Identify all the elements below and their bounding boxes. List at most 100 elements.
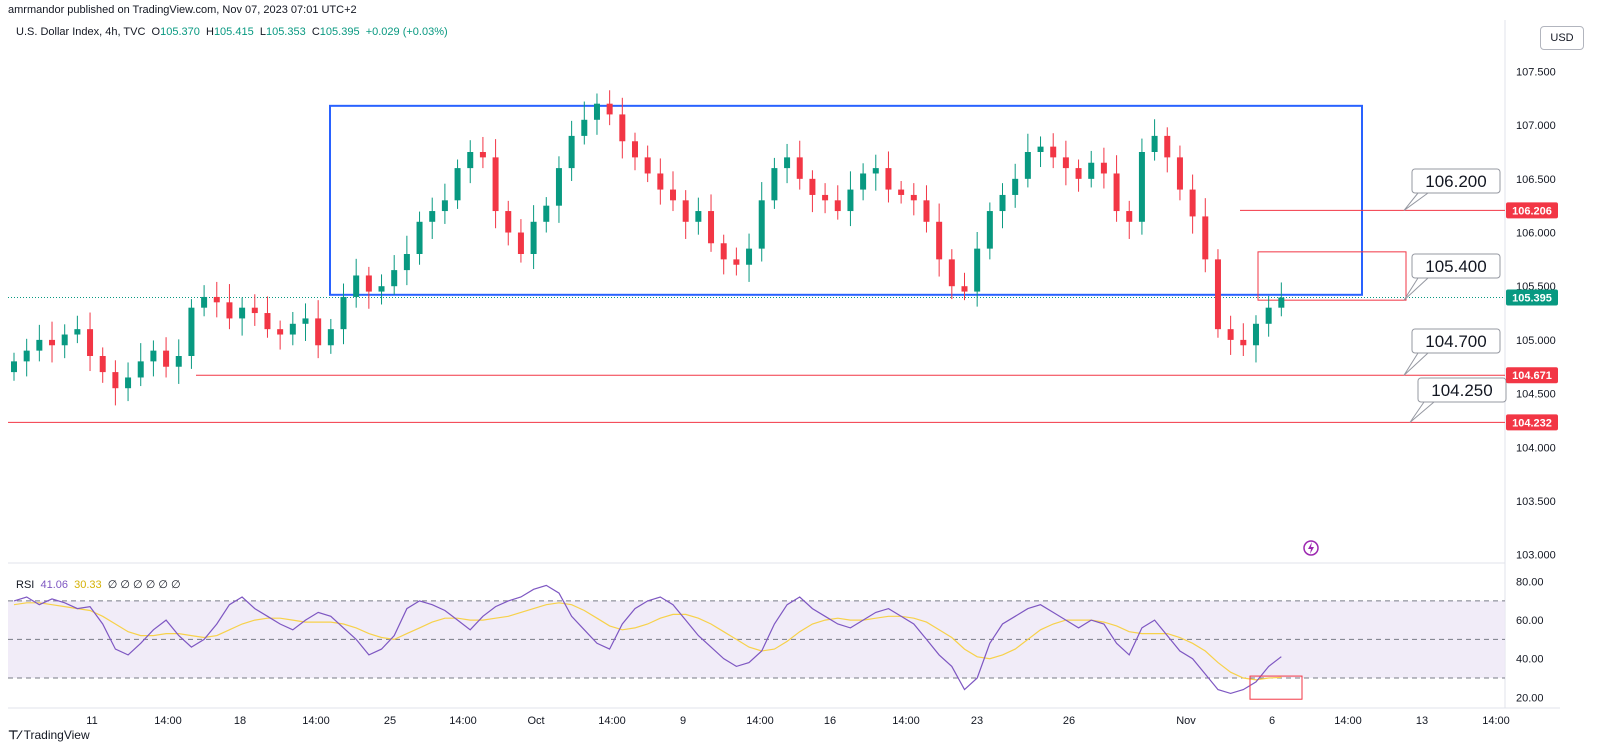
candle-body-25 [327, 329, 334, 346]
candle-body-4 [61, 334, 68, 346]
candle-body-89 [1138, 152, 1145, 222]
candle-body-86 [1100, 162, 1107, 174]
candle-body-13 [175, 356, 182, 367]
candle-body-40 [517, 232, 524, 254]
candle-body-61 [784, 157, 791, 169]
y-tick-label-5: 105.000 [1516, 335, 1556, 347]
candle-body-88 [1126, 211, 1133, 222]
currency-button[interactable]: USD [1540, 26, 1584, 50]
y-tick-label-1: 107.000 [1516, 120, 1556, 132]
x-tick-label-6: Oct [527, 715, 544, 727]
candle-body-72 [923, 200, 930, 222]
candle-body-11 [150, 350, 157, 362]
y-tick-label-2: 106.500 [1516, 174, 1556, 186]
callout-label-1: 105.400 [1425, 257, 1486, 276]
candle-body-15 [201, 296, 208, 308]
candle-body-7 [99, 356, 106, 373]
candle-body-68 [872, 168, 879, 174]
x-tick-label-17: 13 [1416, 715, 1428, 727]
price-marker-label-1: 105.395 [1512, 292, 1552, 304]
callout-box-3 [1417, 377, 1507, 403]
rsi-tick-label-2: 40.00 [1516, 654, 1544, 666]
candle-body-79 [1012, 178, 1019, 195]
candle-body-17 [226, 302, 233, 319]
x-tick-label-4: 25 [384, 715, 396, 727]
candle-body-77 [986, 211, 993, 249]
callout-box-2 [1411, 328, 1501, 354]
candle-body-18 [239, 307, 246, 319]
price-marker-box-1 [1506, 289, 1558, 306]
candle-body-42 [543, 205, 550, 222]
candle-body-93 [1189, 189, 1196, 217]
rsi-legend: RSI 41.06 30.33 ∅ ∅ ∅ ∅ ∅ ∅ [16, 578, 181, 591]
candle-body-59 [758, 200, 765, 249]
candle-body-54 [695, 211, 702, 222]
rsi-tick-label-1: 60.00 [1516, 615, 1544, 627]
candle-body-32 [416, 221, 423, 254]
candle-body-41 [530, 221, 537, 254]
candle-body-31 [403, 254, 410, 271]
candle-body-46 [593, 103, 600, 120]
candle-body-74 [948, 259, 955, 287]
candle-body-76 [974, 248, 981, 292]
x-tick-label-1: 14:00 [154, 715, 182, 727]
candle-body-1 [23, 350, 30, 362]
range-box [329, 104, 1363, 296]
x-tick-label-8: 9 [680, 715, 686, 727]
y-tick-label-0: 107.500 [1516, 66, 1556, 78]
candle-body-33 [429, 211, 436, 222]
candle-body-37 [479, 152, 486, 158]
candle-body-66 [847, 189, 854, 212]
candle-body-87 [1113, 173, 1120, 212]
candle-body-62 [796, 157, 803, 179]
candle-body-49 [631, 141, 638, 158]
candle-body-24 [315, 318, 322, 346]
candle-body-0 [11, 361, 17, 373]
candle-body-47 [606, 103, 613, 115]
y-tick-label-9: 103.000 [1516, 550, 1556, 562]
candle-body-6 [87, 329, 94, 356]
candle-body-55 [708, 211, 715, 244]
candle-body-69 [885, 168, 892, 190]
candle-body-96 [1227, 329, 1234, 340]
candle-body-52 [670, 189, 677, 201]
rsi-line [13, 584, 1282, 695]
candle-body-36 [467, 152, 474, 169]
candle-body-26 [340, 296, 347, 330]
x-tick-label-16: 14:00 [1334, 715, 1362, 727]
candle-body-50 [644, 157, 651, 174]
lightning-icon [1303, 540, 1319, 556]
rsi-ma-line [13, 602, 1282, 681]
candle-body-99 [1265, 307, 1272, 324]
candle-body-39 [505, 211, 512, 233]
candle-body-53 [682, 200, 689, 222]
tv-logo-icon: ⊤⁄ [8, 728, 21, 742]
rsi-ma-value: 30.33 [74, 579, 102, 591]
candle-body-70 [898, 189, 905, 195]
x-tick-label-15: 6 [1269, 715, 1275, 727]
rsi-tick-label-0: 80.00 [1516, 577, 1544, 589]
candle-body-83 [1062, 157, 1069, 169]
candle-body-97 [1240, 339, 1247, 346]
candle-body-20 [264, 313, 271, 330]
close-value: 105.395 [319, 26, 360, 38]
candle-body-82 [1050, 146, 1057, 158]
candle-body-80 [1024, 152, 1031, 179]
candle-body-71 [910, 194, 917, 201]
candle-body-30 [391, 270, 398, 287]
candle-body-2 [36, 339, 43, 351]
x-tick-label-7: 14:00 [598, 715, 626, 727]
candle-body-27 [353, 275, 360, 297]
candle-body-92 [1176, 157, 1183, 190]
low-value: 105.353 [265, 26, 306, 38]
tradingview-logo[interactable]: ⊤⁄ TradingView [8, 728, 90, 742]
low-label: L [259, 26, 266, 38]
candle-body-100 [1278, 297, 1285, 308]
candle-body-19 [251, 307, 258, 314]
callout-label-0: 106.200 [1425, 172, 1486, 191]
x-tick-label-18: 14:00 [1482, 715, 1510, 727]
candle-body-51 [657, 173, 664, 190]
x-tick-label-2: 18 [234, 715, 246, 727]
y-tick-label-3: 106.000 [1516, 228, 1556, 240]
